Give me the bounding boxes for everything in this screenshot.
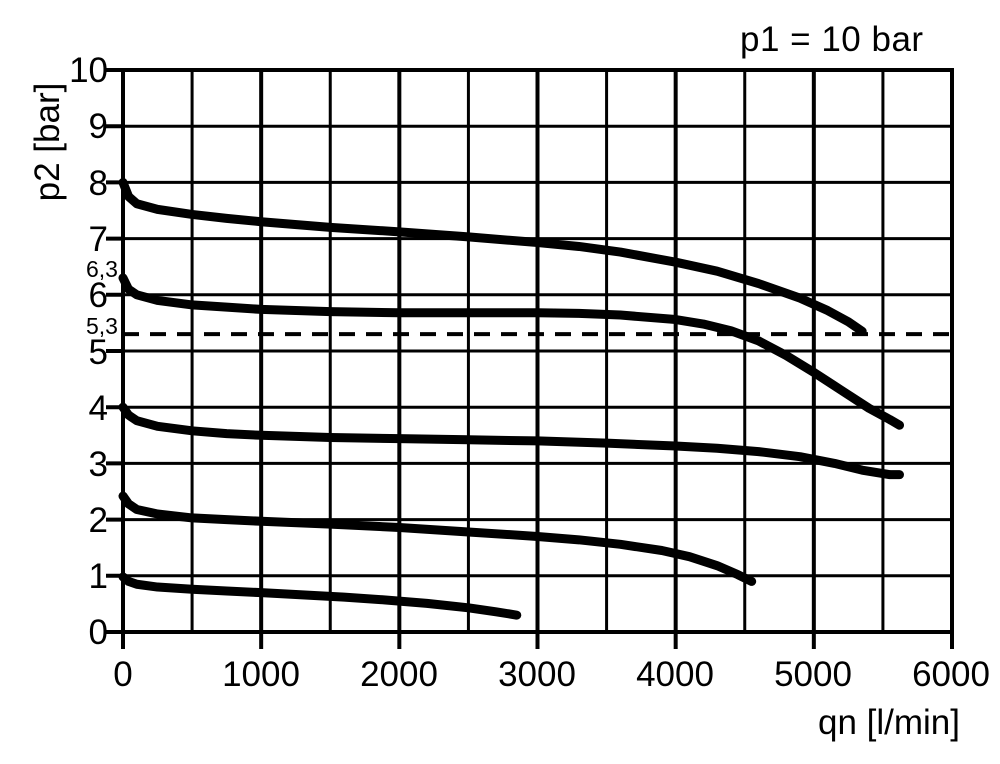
x-axis-label: qn [l/min] (818, 703, 960, 742)
y-tick-label-3: 3 (88, 445, 108, 484)
curve-lines (118, 177, 904, 620)
x-tick-label-0: 0 (113, 655, 133, 694)
y-tick-label-10: 10 (69, 51, 108, 90)
y-tick-label-9: 9 (88, 107, 108, 146)
y-tick-label-8: 8 (88, 164, 108, 203)
y-tick-label-5: 5 (88, 333, 108, 372)
y-tick-label-2: 2 (88, 501, 108, 540)
x-tick-label-4000: 4000 (636, 655, 714, 694)
x-tick-label-2000: 2000 (360, 655, 438, 694)
y-tick-label-7: 7 (88, 220, 108, 259)
y-tick-label-4: 4 (88, 389, 108, 428)
y-tick-label-6: 6 (88, 276, 108, 315)
x-tick-label-5000: 5000 (774, 655, 852, 694)
y-annotation-5-3: 5,3 (86, 313, 118, 339)
x-tick-label-6000: 6000 (912, 655, 990, 694)
plot-frame (121, 68, 954, 634)
grid-lines (121, 68, 954, 634)
chart-title: p1 = 10 bar (740, 20, 924, 59)
x-tick-label-3000: 3000 (498, 655, 576, 694)
axis-ticks (106, 68, 954, 649)
y-tick-label-1: 1 (88, 557, 108, 596)
x-tick-label-1000: 1000 (222, 655, 300, 694)
y-tick-label-0: 0 (88, 613, 108, 652)
y-annotation-6-3: 6,3 (86, 256, 118, 282)
